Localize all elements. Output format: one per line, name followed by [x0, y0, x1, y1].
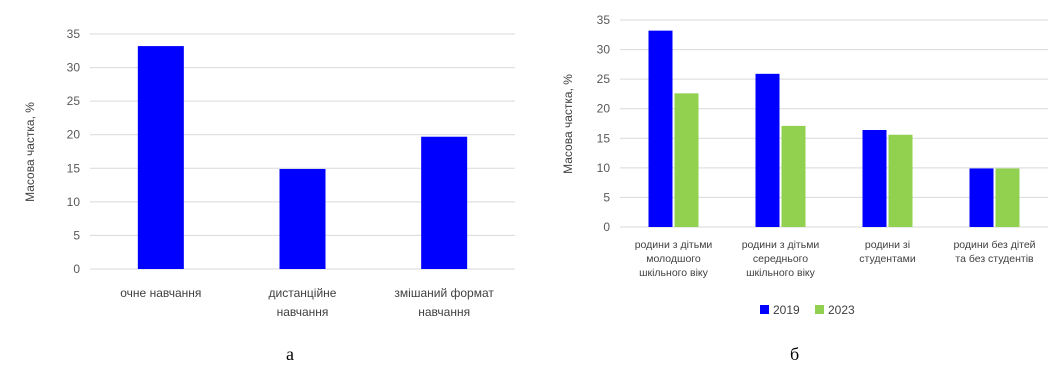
chart-a-xtick-2-1: навчання — [418, 305, 470, 319]
chart-a-ytick-4: 20 — [67, 128, 81, 142]
chart-a-ytick-3: 15 — [67, 161, 81, 175]
chart-b-legend-label-1: 2023 — [828, 303, 855, 317]
chart-b-bar-2023-2 — [888, 134, 913, 227]
chart-a-ytick-7: 35 — [67, 27, 81, 41]
chart-b-xtick-0-0: родини з дітьми — [635, 239, 713, 251]
chart-a-xtick-1-0: дистанційне — [269, 286, 337, 300]
chart-a-bar-1 — [279, 168, 326, 269]
chart-b-ylabel: Масова частка, % — [561, 74, 575, 174]
chart-b-bar-2023-0 — [674, 93, 699, 227]
chart-b-xtick-2-0: родини зі — [865, 239, 910, 251]
chart-a-ylabel: Масова частка, % — [23, 102, 37, 202]
chart-a-bar-2 — [421, 136, 468, 269]
chart-b-xtick-3-0: родини без дітей — [953, 239, 1035, 251]
chart-a-ytick-0: 0 — [73, 262, 80, 276]
chart-b-xtick-1-0: родини з дітьми — [742, 239, 820, 251]
chart-b-bar-2019-1 — [755, 73, 780, 227]
chart-b-bar-2023-1 — [781, 125, 806, 227]
chart-b-ytick-3: 15 — [597, 131, 611, 145]
chart-b-xtick-1-1: середнього — [753, 253, 808, 265]
panel-label-a: а — [286, 344, 294, 364]
chart-b-bar-2019-0 — [648, 30, 673, 227]
chart-b-ytick-0: 0 — [603, 220, 610, 234]
chart-b-bar-2023-3 — [995, 168, 1020, 227]
chart-b-legend-swatch-0 — [760, 305, 769, 314]
chart-a-bar-0 — [137, 46, 184, 270]
chart-b-xtick-0-2: шкільного віку — [639, 267, 709, 279]
chart-b-bar-2019-2 — [862, 130, 887, 227]
chart-b-ytick-4: 20 — [597, 102, 611, 116]
chart-b-legend-label-0: 2019 — [773, 303, 800, 317]
chart-b-ytick-7: 35 — [597, 13, 611, 27]
chart-a: 0 5 10 15 20 25 30 35 Масова частка, % очне навча… — [23, 27, 515, 319]
chart-a-xtick-1-1: навчання — [277, 305, 329, 319]
chart-a-ytick-6: 30 — [67, 61, 81, 75]
panel-label-b: б — [790, 344, 800, 364]
chart-b-ytick-6: 30 — [597, 43, 611, 57]
chart-b-ytick-2: 10 — [597, 161, 611, 175]
chart-a-xtick-0-0: очне навчання — [120, 286, 201, 300]
chart-b-xtick-3-1: та без студентів — [955, 253, 1034, 265]
chart-b-bar-2019-3 — [969, 168, 994, 227]
chart-a-ytick-1: 5 — [73, 228, 80, 242]
chart-b-ytick-5: 25 — [597, 72, 611, 86]
chart-a-ytick-2: 10 — [67, 195, 81, 209]
chart-b-xtick-1-2: шкільного віку — [746, 267, 816, 279]
chart-b-legend-swatch-1 — [815, 305, 824, 314]
chart-b-ytick-1: 5 — [603, 190, 610, 204]
chart-b-xtick-2-1: студентами — [859, 253, 916, 265]
chart-b-xtick-0-1: молодшого — [646, 253, 701, 265]
chart-a-ytick-5: 25 — [67, 94, 81, 108]
chart-a-xtick-2-0: змішаний формат — [394, 286, 494, 300]
chart-b: 0 5 10 15 20 25 30 35 Масова частка, % родини з д… — [561, 13, 1048, 317]
